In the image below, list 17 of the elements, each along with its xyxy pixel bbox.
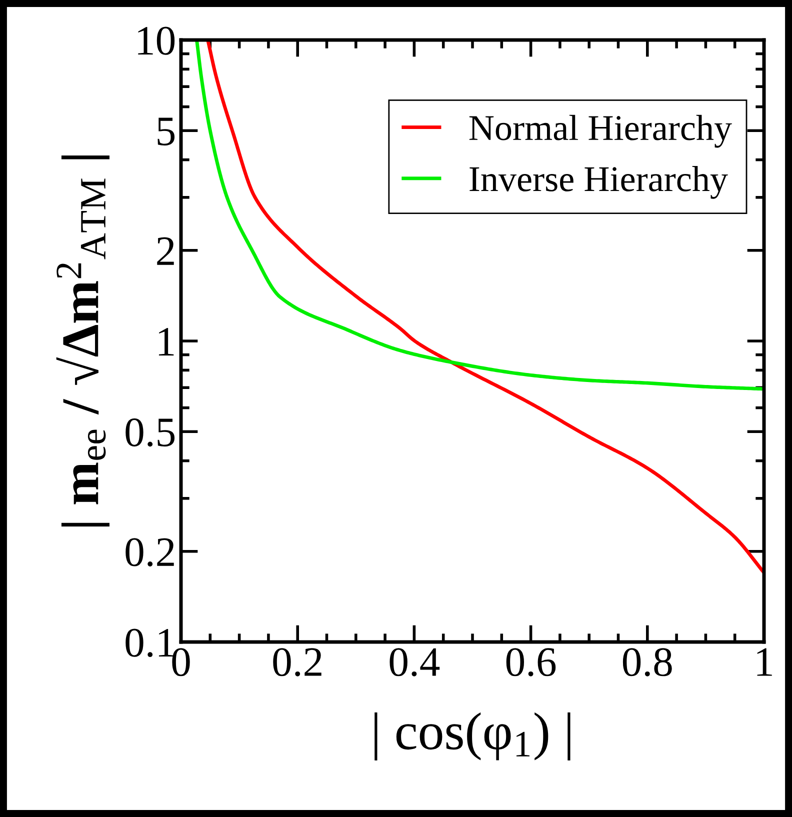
x-tick-label: 0.4 [390, 648, 440, 676]
x-tick-label: 1 [757, 648, 772, 676]
y-tick-label: 10 [138, 26, 175, 55]
y-tick-label: 0.5 [126, 418, 175, 447]
y-axis-title: | m$_{ee}$ / √Δm$^{2}$$_{ATM}$ | [56, 156, 110, 527]
legend-label: Inverse Hierarchy [470, 166, 728, 199]
y-tick-label: 0.2 [126, 538, 174, 566]
y-tick-label: 5 [158, 118, 175, 146]
x-tick-label: 0 [172, 648, 190, 676]
x-axis-title: | cos(φ$_{1}$) | [374, 712, 570, 760]
y-tick-label: 1 [158, 328, 174, 356]
x-tick-label: 0.2 [273, 648, 322, 676]
x-tick-label: 0.8 [622, 648, 672, 676]
legend-label: Normal Hierarchy [469, 114, 732, 148]
y-tick-label: 0.1 [126, 628, 174, 658]
x-tick-label: 0.6 [506, 648, 556, 676]
y-tick-label: 2 [157, 237, 174, 265]
